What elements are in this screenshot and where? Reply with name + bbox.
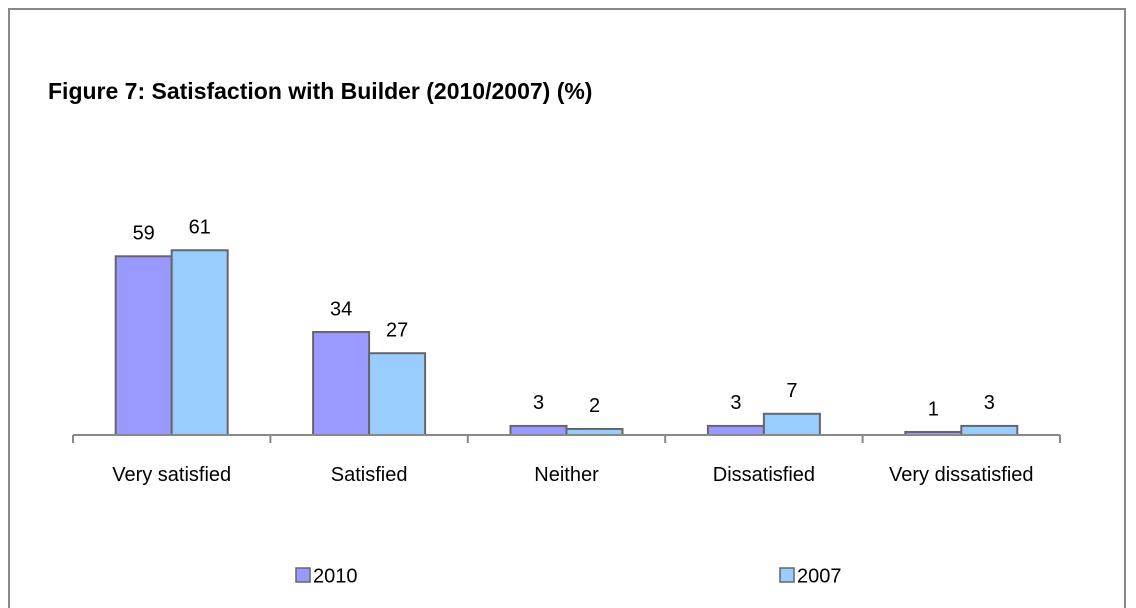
bar bbox=[170, 249, 229, 436]
x-tick-label: Satisfied bbox=[330, 464, 408, 486]
x-tick-label: Neither bbox=[534, 464, 599, 486]
data-label: 3 bbox=[730, 392, 741, 414]
data-label: 7 bbox=[786, 380, 797, 402]
data-label: 61 bbox=[189, 217, 211, 239]
data-label: 27 bbox=[386, 320, 408, 342]
legend-swatch bbox=[779, 567, 795, 583]
data-label: 3 bbox=[984, 392, 995, 414]
data-label: 3 bbox=[533, 392, 544, 414]
bar bbox=[368, 352, 427, 437]
bar bbox=[509, 424, 568, 436]
x-tick-label: Dissatisfied bbox=[712, 464, 816, 486]
x-tick-label: Very dissatisfied bbox=[889, 464, 1034, 486]
bar bbox=[114, 255, 173, 437]
x-tick-label: Very satisfied bbox=[112, 464, 232, 486]
data-label: 59 bbox=[133, 223, 155, 245]
chart-frame bbox=[8, 8, 1126, 608]
chart-title: Figure 7: Satisfaction with Builder (201… bbox=[48, 78, 592, 104]
data-label: 34 bbox=[330, 298, 352, 320]
bar bbox=[960, 424, 1019, 436]
data-label: 2 bbox=[589, 395, 600, 417]
legend-label: 2010 bbox=[313, 565, 358, 587]
bar bbox=[762, 412, 821, 436]
legend-label: 2007 bbox=[797, 565, 842, 587]
bar bbox=[706, 424, 765, 436]
legend-swatch bbox=[295, 567, 311, 583]
data-label: 1 bbox=[928, 398, 939, 420]
bar bbox=[312, 331, 371, 436]
